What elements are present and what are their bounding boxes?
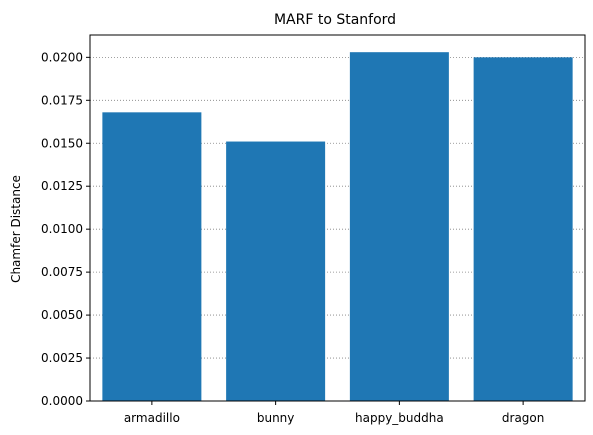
y-tick-label: 0.0075 — [41, 265, 83, 279]
plot-frame — [89, 34, 586, 402]
x-tick-label: armadillo — [124, 411, 180, 425]
x-tick-label: dragon — [502, 411, 544, 425]
bar-bunny — [226, 141, 326, 401]
y-tick-label: 0.0025 — [41, 351, 83, 365]
y-tick-label: 0.0125 — [41, 179, 83, 193]
y-axis-label: Chamfer Distance — [9, 175, 23, 283]
y-tick-label: 0.0175 — [41, 93, 83, 107]
x-tick-label: happy_buddha — [355, 411, 444, 425]
y-tick-label: 0.0000 — [41, 394, 83, 408]
x-tick-label: bunny — [257, 411, 295, 425]
y-tick-label: 0.0100 — [41, 222, 83, 236]
y-tick-label: 0.0200 — [41, 50, 83, 64]
bar-dragon — [473, 57, 573, 402]
bars-group — [102, 52, 573, 402]
bar-happy_buddha — [349, 52, 449, 401]
y-tick-label: 0.0150 — [41, 136, 83, 150]
chart-title: MARF to Stanford — [274, 12, 396, 28]
x-axis: armadillo bunny happy_buddha dragon — [124, 401, 544, 425]
bar-armadillo — [102, 112, 202, 401]
y-tick-label: 0.0050 — [41, 308, 83, 322]
y-axis: 0.0000 0.0025 0.0050 0.0075 0.0100 0.0125 0.01… — [41, 50, 90, 408]
